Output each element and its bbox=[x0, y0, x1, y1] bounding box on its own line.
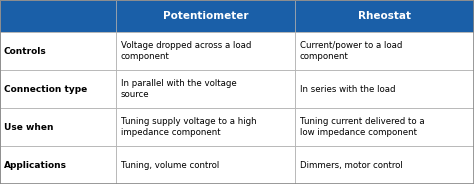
Text: Controls: Controls bbox=[4, 47, 46, 56]
Bar bbox=[0, 146, 116, 184]
Text: Potentiometer: Potentiometer bbox=[163, 11, 248, 21]
Bar bbox=[295, 0, 474, 32]
Text: Applications: Applications bbox=[4, 160, 67, 169]
Text: Dimmers, motor control: Dimmers, motor control bbox=[300, 160, 402, 169]
Text: In parallel with the voltage
source: In parallel with the voltage source bbox=[121, 79, 237, 99]
Text: Connection type: Connection type bbox=[4, 85, 87, 94]
Text: Rheostat: Rheostat bbox=[358, 11, 411, 21]
Bar bbox=[295, 108, 474, 146]
Bar bbox=[295, 32, 474, 70]
Bar bbox=[116, 0, 295, 32]
Bar bbox=[0, 32, 116, 70]
Bar bbox=[116, 70, 295, 108]
Text: Current/power to a load
component: Current/power to a load component bbox=[300, 41, 402, 61]
Text: Use when: Use when bbox=[4, 123, 53, 132]
Bar bbox=[295, 70, 474, 108]
Bar bbox=[0, 0, 116, 32]
Bar bbox=[116, 146, 295, 184]
Text: Tuning supply voltage to a high
impedance component: Tuning supply voltage to a high impedanc… bbox=[121, 117, 256, 137]
Text: Tuning, volume control: Tuning, volume control bbox=[121, 160, 219, 169]
Bar bbox=[116, 108, 295, 146]
Text: Tuning current delivered to a
low impedance component: Tuning current delivered to a low impeda… bbox=[300, 117, 424, 137]
Bar bbox=[295, 146, 474, 184]
Bar bbox=[116, 32, 295, 70]
Text: Voltage dropped across a load
component: Voltage dropped across a load component bbox=[121, 41, 251, 61]
Bar bbox=[0, 70, 116, 108]
Text: In series with the load: In series with the load bbox=[300, 85, 395, 94]
Bar bbox=[0, 108, 116, 146]
